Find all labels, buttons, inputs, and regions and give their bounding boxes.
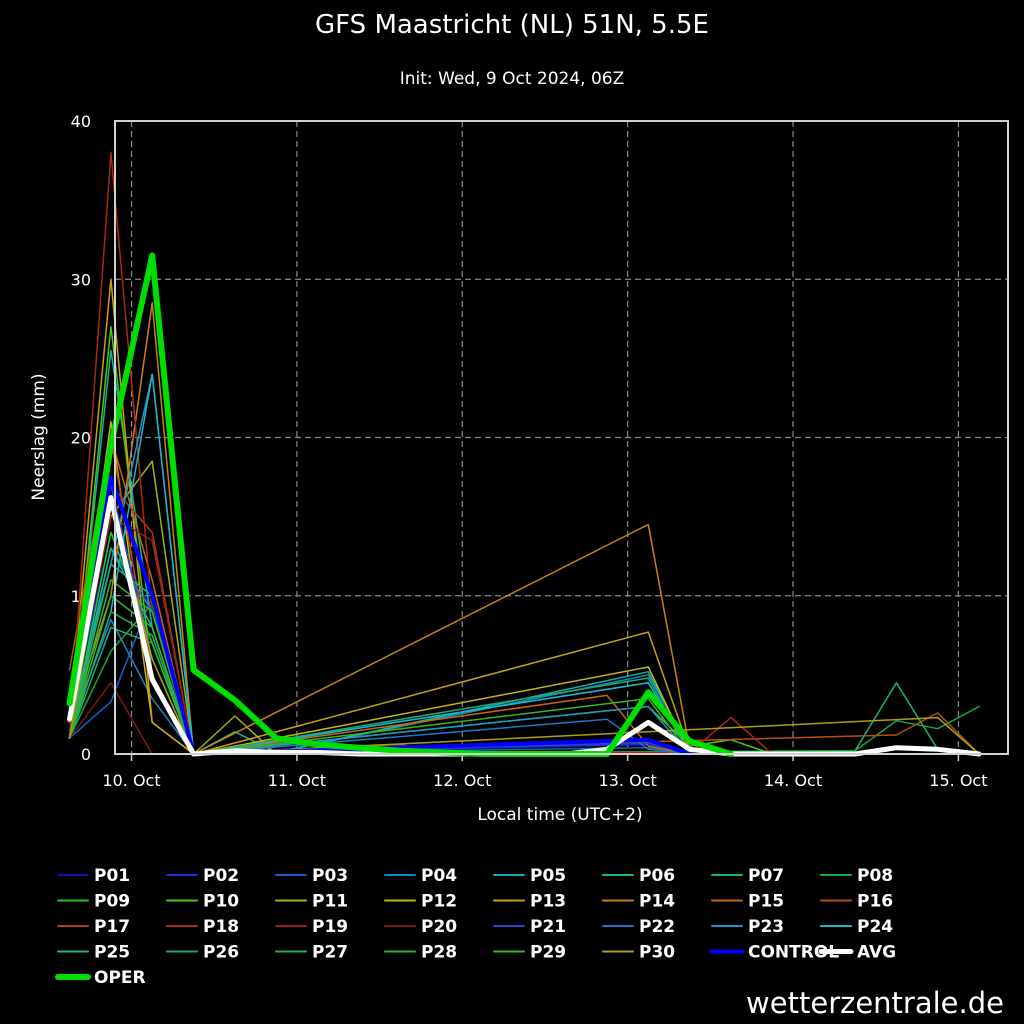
legend-label-p18: P18 [203,917,239,937]
legend-label-p10: P10 [203,892,239,912]
legend-label-p01: P01 [94,866,130,886]
x-tick-label: 12. Oct [433,771,491,790]
legend-label-p08: P08 [857,866,893,886]
legend-label-p05: P05 [530,866,566,886]
legend-label-p23: P23 [748,917,784,937]
series-line-avg [67,495,982,757]
legend: P01 P02 P03 P04 P05 P06 P07 P08 P09 P10 P11 P12 P13 P… [55,866,896,988]
watermark-text: wetterzentrale.de [746,986,1004,1020]
legend-label-p12: P12 [421,892,457,912]
grid-lines [115,121,1008,761]
legend-label-p15: P15 [748,892,784,912]
legend-label-p24: P24 [857,917,893,937]
x-tick-label: 13. Oct [599,771,657,790]
legend-label-p06: P06 [639,866,675,886]
x-tick-label: 14. Oct [764,771,822,790]
x-axis-title: Local time (UTC+2) [477,805,642,825]
x-tick-label: 11. Oct [268,771,326,790]
legend-label-p09: P09 [94,892,130,912]
legend-label-p13: P13 [530,892,566,912]
legend-label-p03: P03 [312,866,348,886]
chart-subtitle: Init: Wed, 9 Oct 2024, 06Z [400,69,625,89]
chart-title: GFS Maastricht (NL) 51N, 5.5E [315,10,709,40]
y-tick-label: 0 [81,745,91,764]
legend-label-p07: P07 [748,866,784,886]
series-lines [66,151,982,757]
series-line-oper [66,252,734,757]
legend-label-p19: P19 [312,917,348,937]
y-tick-label: 40 [71,112,91,131]
y-tick-label: 30 [71,270,91,289]
legend-label-p22: P22 [639,917,675,937]
x-tick-labels: 10. Oct 11. Oct 12. Oct 13. Oct 14. Oct 15. O… [102,771,987,790]
series-line-p28 [68,595,195,755]
x-tick-label: 10. Oct [102,771,160,790]
legend-label-p27: P27 [312,943,348,963]
series-line-p29 [68,579,691,755]
legend-label-p17: P17 [94,917,130,937]
y-tick-label: 20 [71,429,91,448]
series-line-p13 [68,278,691,755]
legend-label-avg: AVG [857,943,896,963]
legend-label-p02: P02 [203,866,239,886]
legend-label-oper: OPER [94,968,146,988]
legend-label-p11: P11 [312,892,348,912]
x-tick-label: 15. Oct [929,771,987,790]
legend-label-control: CONTROL [748,943,839,963]
y-axis-title: Neerslag (mm) [29,373,49,500]
series-line-control [67,475,692,756]
series-line-p27 [68,610,195,755]
legend-label-p26: P26 [203,943,239,963]
legend-label-p25: P25 [94,943,130,963]
legend-label-p14: P14 [639,892,675,912]
series-line-p30 [68,500,980,755]
legend-label-p16: P16 [857,892,893,912]
legend-label-p30: P30 [639,943,675,963]
legend-label-p21: P21 [530,917,566,937]
legend-label-p29: P29 [530,943,566,963]
legend-label-p04: P04 [421,866,457,886]
plot-frame [114,120,1009,755]
legend-label-p20: P20 [421,917,457,937]
legend-label-p28: P28 [421,943,457,963]
